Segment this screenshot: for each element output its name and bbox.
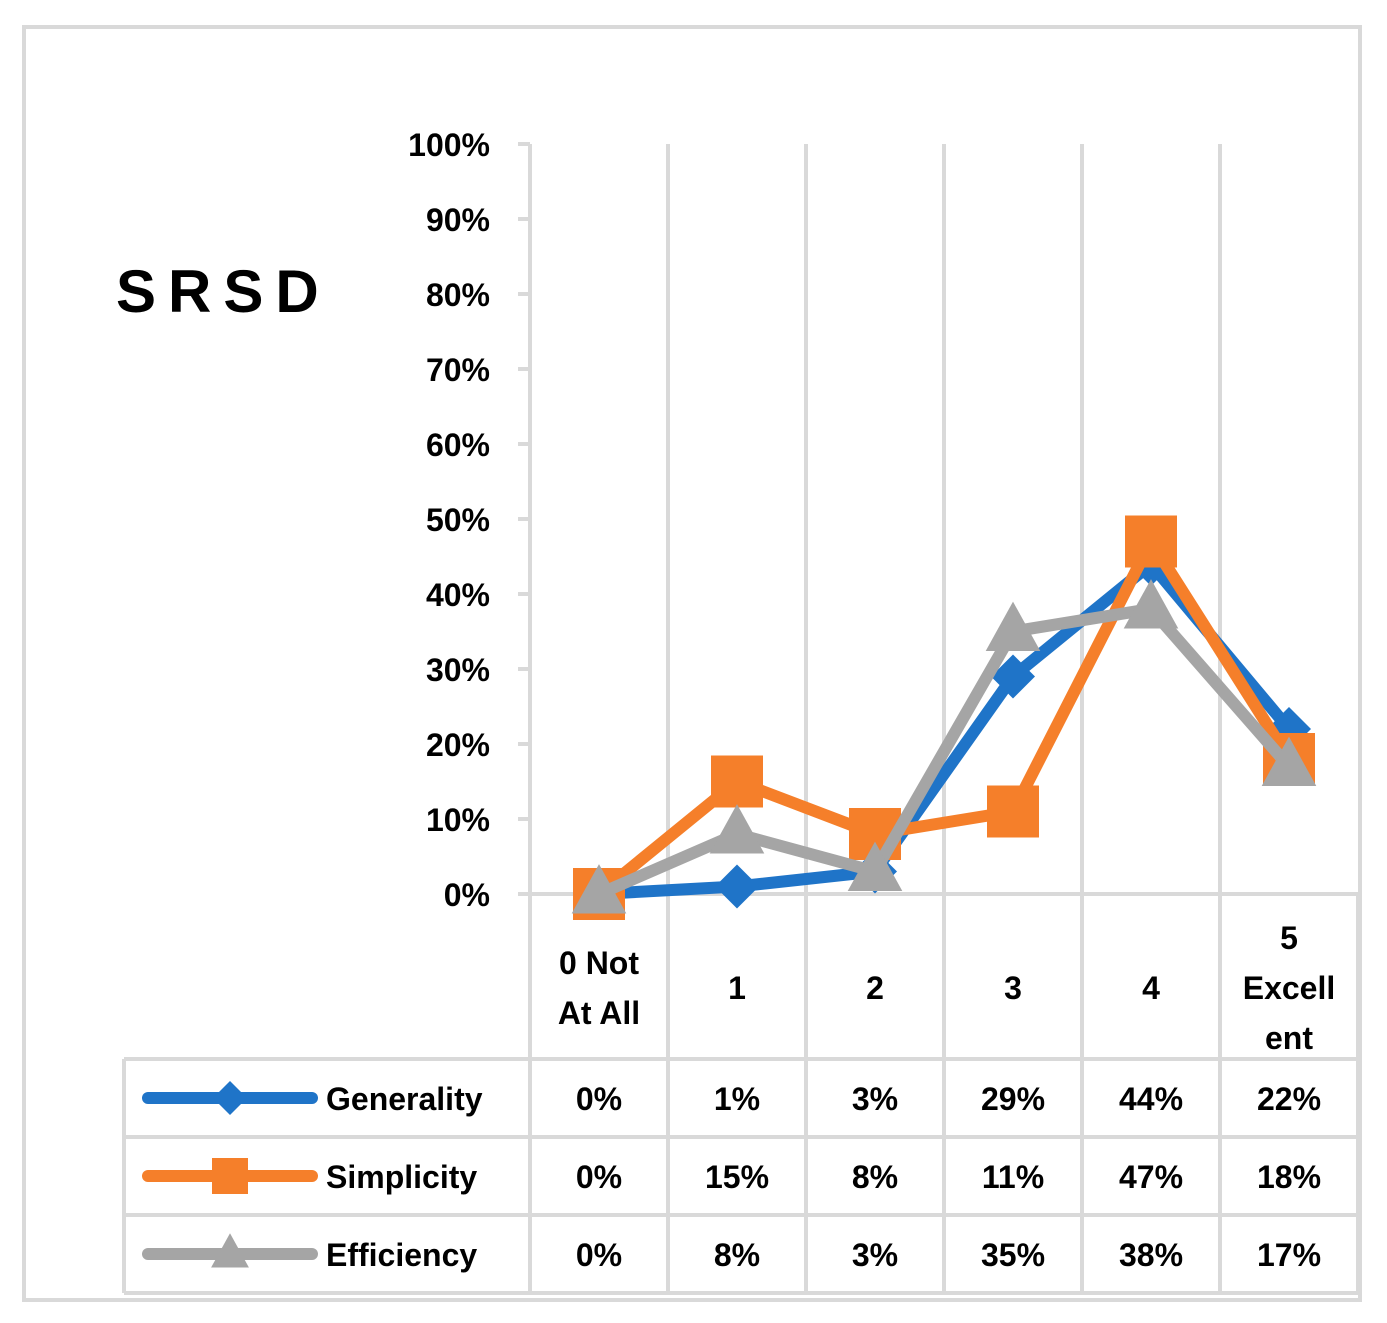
y-tick-label: 80% bbox=[426, 277, 490, 313]
data-point bbox=[987, 785, 1039, 838]
table-cell: 3% bbox=[852, 1237, 898, 1273]
data-point bbox=[211, 1233, 249, 1268]
series-line bbox=[598, 558, 1294, 900]
label-layer: 100% 90% 80% 70% 60% 50% 40% 30% 20% 10% 0% 0 Not At… bbox=[408, 127, 1335, 1056]
y-tick-label: 90% bbox=[426, 202, 490, 238]
table-cell: 15% bbox=[705, 1159, 769, 1195]
table-cell: 8% bbox=[852, 1159, 898, 1195]
data-point bbox=[1125, 515, 1177, 568]
category-label: 2 bbox=[866, 970, 884, 1006]
data-point bbox=[212, 1158, 248, 1194]
table-cell: 1% bbox=[714, 1081, 760, 1117]
data-point bbox=[571, 864, 627, 914]
table-cell: 29% bbox=[981, 1081, 1045, 1117]
series-layer bbox=[571, 515, 1317, 920]
table-cell: 3% bbox=[852, 1081, 898, 1117]
legend-label: Simplicity bbox=[326, 1159, 477, 1195]
y-tick-label: 0% bbox=[444, 877, 490, 913]
y-tick-label: 100% bbox=[408, 127, 490, 163]
series-line bbox=[596, 603, 1294, 900]
table-cell: 0% bbox=[576, 1081, 622, 1117]
legend-label: Generality bbox=[326, 1081, 483, 1117]
table-cell: 44% bbox=[1119, 1081, 1183, 1117]
table-cell: 35% bbox=[981, 1237, 1045, 1273]
table-cell: 47% bbox=[1119, 1159, 1183, 1195]
chart-title: SRSD bbox=[116, 258, 331, 325]
data-point bbox=[213, 1081, 247, 1115]
data-table: Generality 0% 1% 3% 29% 44% 22% Simplicity 0% 15%… bbox=[122, 1057, 1358, 1295]
table-cell: 38% bbox=[1119, 1237, 1183, 1273]
table-cell: 17% bbox=[1257, 1237, 1321, 1273]
table-cell: 18% bbox=[1257, 1159, 1321, 1195]
table-cell: 8% bbox=[714, 1237, 760, 1273]
y-tick-label: 50% bbox=[426, 502, 490, 538]
data-point bbox=[1261, 736, 1317, 786]
y-tick-label: 40% bbox=[426, 577, 490, 613]
data-point bbox=[709, 804, 765, 854]
y-tick-label: 30% bbox=[426, 652, 490, 688]
y-tick-label: 70% bbox=[426, 352, 490, 388]
data-point bbox=[985, 601, 1041, 651]
y-tick-label: 60% bbox=[426, 427, 490, 463]
table-cell: 0% bbox=[576, 1237, 622, 1273]
data-point bbox=[847, 841, 903, 891]
table-cell: 0% bbox=[576, 1159, 622, 1195]
data-point bbox=[711, 755, 763, 808]
table-cell: 11% bbox=[982, 1159, 1044, 1195]
data-point bbox=[991, 654, 1035, 699]
category-label: 1 bbox=[728, 970, 746, 1006]
legend-label: Efficiency bbox=[326, 1237, 477, 1273]
y-tick-label: 10% bbox=[426, 802, 490, 838]
chart-border bbox=[22, 25, 1362, 1302]
table-cell: 22% bbox=[1257, 1081, 1321, 1117]
category-label: 5 Excell ent bbox=[1243, 920, 1336, 1056]
category-label: 0 Not At All bbox=[558, 945, 640, 1031]
category-label: 3 bbox=[1004, 970, 1022, 1006]
y-tick-label: 20% bbox=[426, 727, 490, 763]
grid-layer bbox=[518, 142, 1360, 1293]
data-point bbox=[715, 864, 759, 909]
data-point bbox=[1123, 579, 1179, 629]
category-label: 4 bbox=[1142, 970, 1160, 1006]
